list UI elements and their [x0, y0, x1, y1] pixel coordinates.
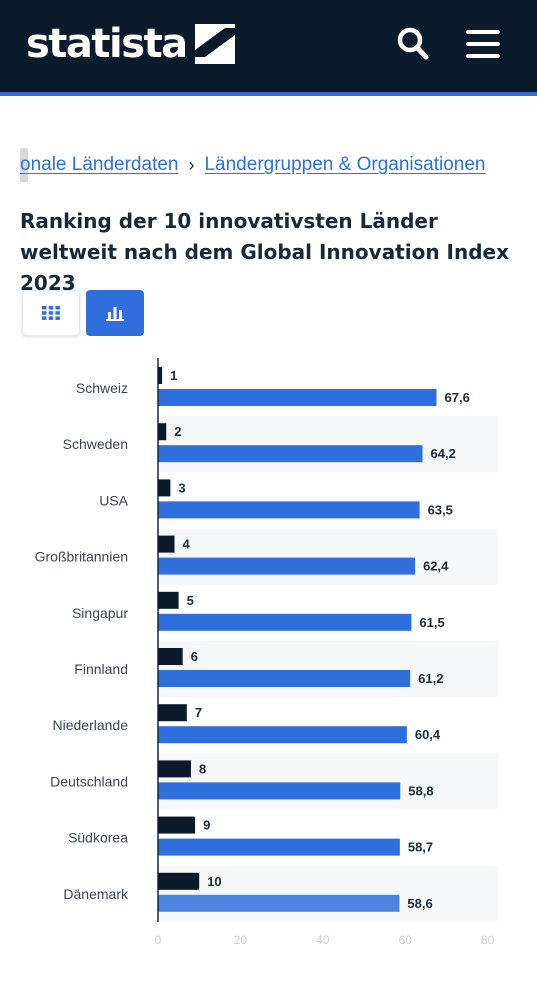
index-bar[interactable] — [158, 445, 423, 463]
grid-table-icon — [42, 306, 60, 320]
category-label: Schweiz — [76, 380, 128, 396]
hamburger-menu-icon — [466, 30, 500, 34]
category-label: USA — [99, 492, 128, 508]
x-tick-label: 80 — [481, 933, 495, 947]
logo-text: statista — [26, 21, 188, 67]
hamburger-menu-button[interactable] — [466, 30, 500, 58]
index-bar[interactable] — [158, 613, 412, 631]
value-label: 5 — [187, 593, 194, 608]
header-accent-line — [0, 92, 537, 96]
x-tick-label: 20 — [234, 933, 248, 947]
row-band — [158, 753, 498, 810]
value-label: 60,4 — [415, 727, 441, 742]
category-label: Deutschland — [50, 773, 128, 789]
statista-logo[interactable]: statista — [26, 20, 235, 68]
top-navigation-bar: statista — [0, 0, 537, 92]
hamburger-menu-icon-line — [466, 54, 500, 58]
rank-bar[interactable] — [158, 367, 163, 384]
category-label: Großbritannien — [35, 549, 128, 565]
statista-logo-mark-icon — [194, 24, 235, 64]
row-band — [158, 416, 498, 473]
category-label: Niederlande — [53, 717, 129, 733]
value-label: 63,5 — [428, 502, 453, 517]
x-tick-label: 0 — [155, 933, 162, 947]
value-label: 3 — [178, 480, 185, 495]
category-label: Singapur — [72, 605, 128, 621]
value-label: 9 — [203, 818, 210, 833]
value-label: 58,7 — [408, 840, 433, 855]
value-label: 61,2 — [418, 671, 443, 686]
category-label: Südkorea — [68, 830, 128, 846]
index-bar[interactable] — [158, 782, 401, 800]
row-band — [158, 528, 498, 585]
index-bar[interactable] — [158, 894, 400, 912]
breadcrumb-link-laenderdaten[interactable]: onale Länderdaten — [20, 154, 179, 175]
breadcrumb-link-laendergruppen[interactable]: Ländergruppen & Organisationen — [204, 154, 486, 175]
value-label: 58,6 — [407, 896, 432, 911]
category-label: Schweden — [63, 436, 128, 452]
index-bar[interactable] — [158, 670, 411, 687]
rank-bar[interactable] — [158, 535, 175, 553]
index-bar[interactable] — [158, 838, 400, 856]
index-bar[interactable] — [158, 501, 420, 519]
value-label: 6 — [191, 649, 198, 664]
value-label: 4 — [182, 537, 190, 552]
chart-title: Ranking der 10 innovativsten Länder welt… — [20, 209, 510, 295]
bar-chart-icon — [106, 307, 124, 321]
search-icon — [397, 27, 429, 60]
breadcrumb-separator: › — [188, 154, 195, 175]
index-bar[interactable] — [158, 557, 416, 575]
rank-bar[interactable] — [158, 704, 187, 722]
rank-bar[interactable] — [158, 648, 183, 665]
category-label: Dänemark — [63, 886, 129, 902]
search-button[interactable] — [396, 26, 430, 62]
x-tick-label: 40 — [316, 933, 330, 947]
value-label: 2 — [174, 424, 181, 439]
value-label: 10 — [207, 874, 221, 889]
rank-bar[interactable] — [158, 479, 171, 497]
breadcrumb-scroll-fade — [20, 148, 28, 182]
value-label: 7 — [195, 705, 202, 720]
index-bar[interactable] — [158, 389, 437, 406]
row-band — [158, 865, 498, 922]
value-label: 62,4 — [423, 559, 449, 574]
x-tick-label: 60 — [399, 933, 413, 947]
value-label: 64,2 — [431, 446, 456, 461]
view-toggle — [22, 290, 144, 336]
chart-view-button[interactable] — [86, 290, 144, 336]
value-label: 1 — [170, 368, 177, 383]
rank-bar[interactable] — [158, 816, 196, 834]
index-bar[interactable] — [158, 726, 407, 744]
value-label: 67,6 — [445, 390, 470, 405]
row-band — [158, 641, 498, 698]
rank-bar[interactable] — [158, 872, 200, 890]
value-label: 61,5 — [419, 615, 444, 630]
value-label: 8 — [199, 761, 206, 776]
table-view-button[interactable] — [22, 290, 80, 336]
breadcrumb: onale Länderdaten › Ländergruppen & Orga… — [20, 150, 520, 180]
rank-bar[interactable] — [158, 760, 191, 778]
hamburger-menu-icon-line — [466, 42, 500, 46]
rank-bar[interactable] — [158, 591, 179, 609]
rank-bar[interactable] — [158, 423, 167, 441]
value-label: 58,8 — [408, 783, 433, 798]
category-label: Finnland — [74, 661, 128, 677]
bar-chart: Schweiz 1 67,6 Schweden 2 64,2 USA 3 63,5 Großbri… — [35, 358, 498, 947]
